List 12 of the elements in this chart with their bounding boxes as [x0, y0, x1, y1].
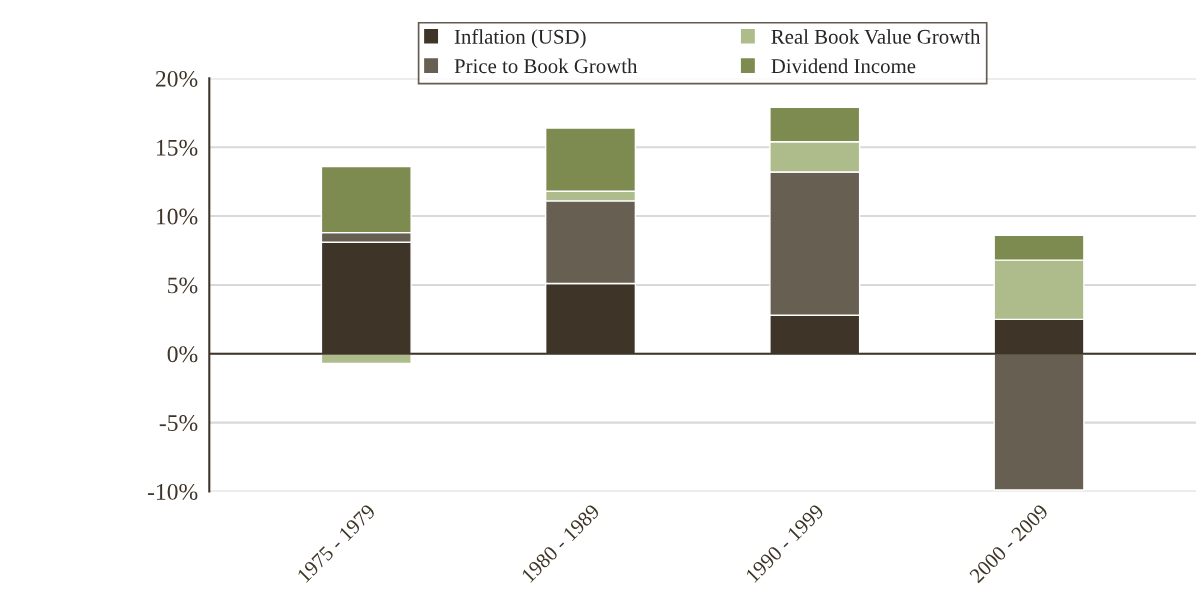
y-tick-label: 15% [156, 139, 198, 156]
y-tick-label: -5% [159, 415, 198, 432]
y-tick-label: 10% [156, 208, 198, 225]
y-tick-label: 0% [167, 346, 198, 363]
legend-label: Real Book Value Growth [771, 29, 981, 44]
bar [993, 353, 1085, 491]
y-tick-label: 5% [168, 277, 198, 294]
y-tick-label: -10% [147, 483, 198, 500]
y-tick-label: 20% [155, 70, 198, 87]
legend-label: Price to Book Growth [454, 58, 638, 74]
legend-label: Dividend Income [771, 58, 916, 74]
legend-label: Inflation (USD) [454, 28, 586, 49]
